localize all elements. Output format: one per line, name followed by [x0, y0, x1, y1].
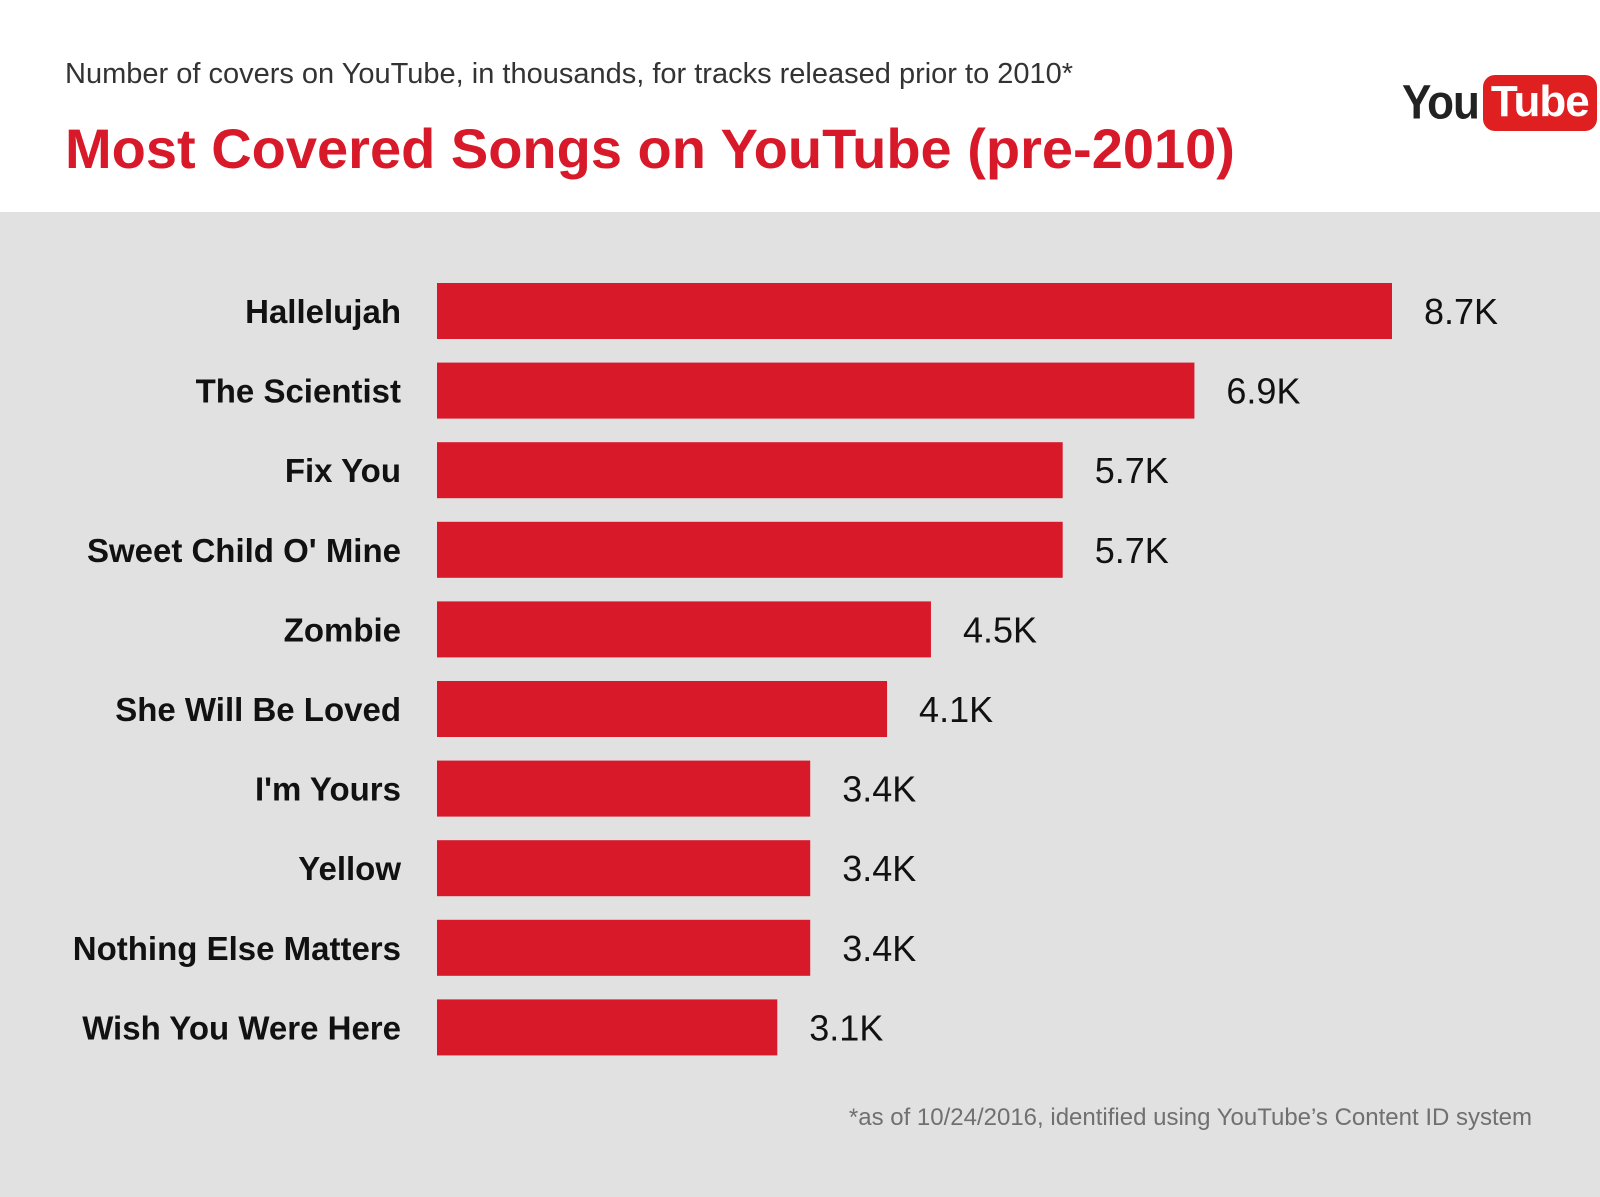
category-label: Sweet Child O' Mine [87, 532, 401, 569]
value-label: 3.1K [809, 1007, 883, 1048]
value-label: 4.1K [919, 689, 993, 730]
chart-panel: Hallelujah 8.7K The Scientist 6.9K Fix You 5.… [0, 212, 1600, 1197]
bar [437, 442, 1063, 499]
value-label: 3.4K [842, 848, 916, 889]
bar [437, 999, 778, 1056]
bar [437, 840, 811, 897]
category-label: Hallelujah [245, 293, 401, 330]
value-label: 6.9K [1226, 371, 1300, 412]
category-label: The Scientist [196, 373, 401, 410]
chart-subtitle: Number of covers on YouTube, in thousand… [65, 58, 1074, 90]
bar [437, 601, 931, 658]
chart-title: Most Covered Songs on YouTube (pre-2010) [65, 117, 1235, 180]
bar [437, 919, 811, 976]
category-label: Wish You Were Here [82, 1009, 401, 1046]
value-label: 8.7K [1424, 291, 1498, 332]
footnote: *as of 10/24/2016, identified using YouT… [848, 1104, 1532, 1131]
category-label: I'm Yours [255, 771, 401, 808]
bar [437, 760, 811, 817]
value-label: 5.7K [1095, 530, 1169, 571]
bar-chart: Hallelujah 8.7K The Scientist 6.9K Fix You 5.… [73, 283, 1498, 1056]
bar [437, 681, 888, 737]
value-label: 5.7K [1095, 450, 1169, 491]
header: Number of covers on YouTube, in thousand… [0, 0, 1600, 212]
bar [437, 362, 1195, 419]
logo-tube-text: Tube [1482, 75, 1597, 131]
youtube-logo: You Tube [1402, 74, 1597, 132]
bar [437, 521, 1063, 578]
category-label: Yellow [298, 850, 401, 887]
category-label: She Will Be Loved [115, 691, 401, 728]
value-label: 3.4K [842, 928, 916, 969]
category-label: Zombie [284, 611, 401, 648]
category-label: Fix You [285, 452, 401, 489]
bar [437, 283, 1392, 339]
value-label: 4.5K [963, 609, 1037, 650]
value-label: 3.4K [842, 769, 916, 810]
category-label: Nothing Else Matters [73, 930, 401, 967]
logo-you-text: You [1402, 75, 1480, 130]
